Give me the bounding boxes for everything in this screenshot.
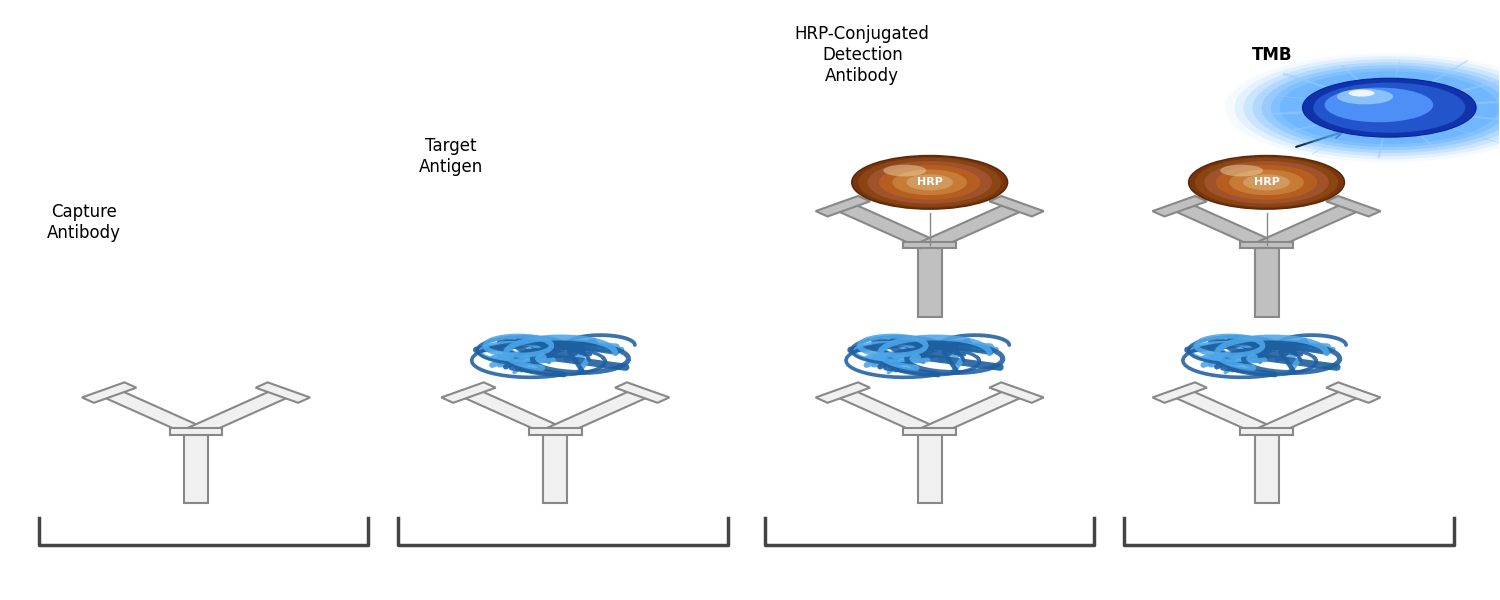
Polygon shape	[441, 382, 495, 403]
Bar	[170, 428, 222, 435]
Polygon shape	[188, 389, 292, 434]
Bar	[918, 431, 942, 503]
Polygon shape	[459, 389, 564, 434]
Bar	[1254, 431, 1278, 503]
Ellipse shape	[858, 158, 1002, 207]
Bar	[1240, 242, 1293, 248]
Polygon shape	[990, 196, 1044, 217]
Ellipse shape	[1324, 88, 1432, 122]
Ellipse shape	[1270, 68, 1500, 147]
Ellipse shape	[1314, 83, 1466, 133]
Polygon shape	[546, 389, 651, 434]
Polygon shape	[1172, 389, 1275, 434]
Polygon shape	[615, 382, 669, 403]
Text: HRP-Conjugated
Detection
Antibody: HRP-Conjugated Detection Antibody	[795, 25, 930, 85]
Ellipse shape	[852, 155, 1008, 209]
Text: Capture
Antibody: Capture Antibody	[46, 203, 120, 242]
Ellipse shape	[884, 164, 926, 176]
Polygon shape	[1172, 203, 1275, 248]
Ellipse shape	[1220, 164, 1263, 176]
Ellipse shape	[1252, 62, 1500, 153]
Polygon shape	[82, 382, 136, 403]
Bar	[543, 431, 567, 503]
Polygon shape	[834, 389, 939, 434]
Ellipse shape	[1280, 71, 1498, 144]
Ellipse shape	[1188, 155, 1344, 209]
Polygon shape	[816, 382, 870, 403]
Ellipse shape	[906, 175, 952, 190]
Polygon shape	[1152, 382, 1208, 403]
Ellipse shape	[1244, 59, 1500, 156]
Ellipse shape	[1234, 56, 1500, 159]
Polygon shape	[816, 196, 870, 217]
Ellipse shape	[1204, 161, 1329, 204]
Ellipse shape	[1262, 65, 1500, 150]
Polygon shape	[990, 382, 1044, 403]
Polygon shape	[1326, 196, 1380, 217]
Polygon shape	[1326, 382, 1380, 403]
Bar	[1254, 245, 1278, 317]
Ellipse shape	[1302, 78, 1476, 137]
Bar	[530, 428, 582, 435]
Text: HRP: HRP	[916, 178, 942, 187]
Text: Target
Antigen: Target Antigen	[419, 137, 483, 176]
Polygon shape	[1257, 389, 1362, 434]
Bar	[903, 242, 956, 248]
Ellipse shape	[892, 170, 968, 195]
Ellipse shape	[879, 165, 981, 200]
Polygon shape	[1257, 203, 1362, 248]
Ellipse shape	[1226, 53, 1500, 162]
Bar	[918, 245, 942, 317]
Bar	[184, 431, 209, 503]
Text: TMB: TMB	[1251, 46, 1292, 64]
Bar	[1240, 428, 1293, 435]
Ellipse shape	[1244, 175, 1290, 190]
Ellipse shape	[1228, 170, 1304, 195]
Polygon shape	[100, 389, 206, 434]
Ellipse shape	[1348, 89, 1374, 97]
Polygon shape	[834, 203, 939, 248]
Polygon shape	[255, 382, 310, 403]
Polygon shape	[1152, 196, 1208, 217]
Ellipse shape	[867, 161, 992, 204]
Bar	[903, 428, 956, 435]
Ellipse shape	[1196, 158, 1338, 207]
Ellipse shape	[1336, 89, 1394, 104]
Ellipse shape	[1216, 165, 1317, 200]
Polygon shape	[921, 203, 1026, 248]
Text: HRP: HRP	[1254, 178, 1280, 187]
Polygon shape	[921, 389, 1026, 434]
